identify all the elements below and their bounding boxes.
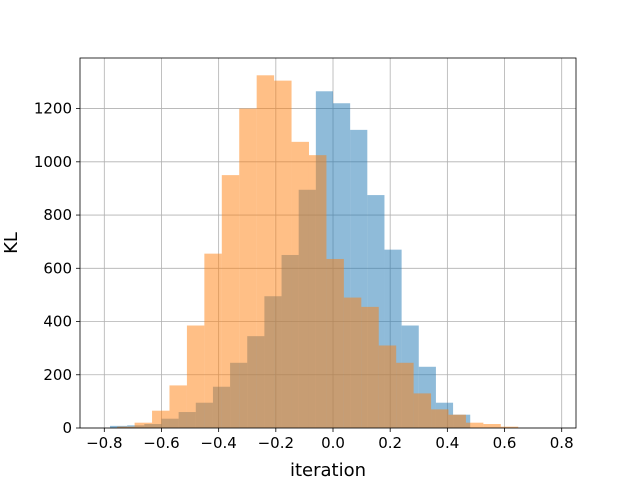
x-tick-label: 0.2 [378,434,402,452]
plot-frame [79,57,577,429]
x-tick-label: 0.8 [550,434,574,452]
y-tick-label: 400 [43,313,72,331]
histogram-bar [221,175,240,428]
y-tick-label: 1000 [34,153,72,171]
y-tick-label: 200 [43,366,72,384]
x-tick-label: 0.0 [321,434,345,452]
histogram-bar [396,362,414,428]
y-axis-ticks: 0 200 400 600 800 1000 1200 [34,100,80,437]
histogram-bar [361,306,379,428]
y-tick-label: 800 [43,206,72,224]
histogram-bar [465,422,484,428]
x-tick-label: −0.8 [86,434,122,452]
histogram-bar [308,155,327,429]
x-tick-label: −0.4 [200,434,236,452]
x-tick-label: −0.6 [143,434,179,452]
x-axis-label: iteration [290,460,366,480]
x-tick-label: −0.2 [258,434,294,452]
x-axis-ticks: −0.8 −0.6 −0.4 −0.2 0.0 0.2 0.4 0.6 0.8 [86,428,574,452]
histogram-bar [378,345,397,428]
histogram-bar [413,393,432,428]
histogram-bar [326,258,344,428]
histogram-bar [500,426,519,428]
histogram-bar [343,297,362,428]
y-tick-label: 600 [43,259,72,277]
histogram-bar [134,422,153,428]
x-tick-label: 0.4 [435,434,459,452]
y-axis-label: KL [1,232,22,254]
histogram-series-2 [117,75,519,429]
histogram-bar [448,414,466,428]
histogram-bar [291,141,309,428]
histogram-bar [204,253,222,428]
histogram-bar [152,410,170,428]
histogram-bar [117,426,135,428]
histogram-bar [169,385,187,428]
histogram-bar [274,80,292,428]
histogram-bars [110,75,519,429]
histogram-bar [256,75,275,428]
histogram-bar [483,424,501,428]
y-tick-label: 0 [62,419,72,437]
y-tick-label: 1200 [34,100,72,118]
histogram-bar [186,325,205,428]
histogram-bar [239,108,257,429]
histogram-bar [431,409,449,428]
x-tick-label: 0.6 [493,434,517,452]
